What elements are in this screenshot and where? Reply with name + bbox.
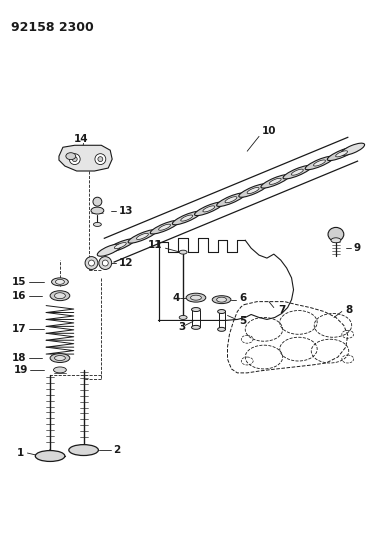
Text: 11: 11 <box>148 240 163 250</box>
Ellipse shape <box>35 450 65 462</box>
Circle shape <box>93 197 102 206</box>
Ellipse shape <box>186 293 206 302</box>
Ellipse shape <box>218 310 225 313</box>
Text: 16: 16 <box>12 290 26 301</box>
Ellipse shape <box>212 296 231 304</box>
Ellipse shape <box>291 169 303 175</box>
Ellipse shape <box>54 293 65 298</box>
Text: 5: 5 <box>239 317 247 326</box>
Polygon shape <box>59 146 112 171</box>
Text: 18: 18 <box>12 353 26 363</box>
Ellipse shape <box>269 179 281 184</box>
Text: 17: 17 <box>12 325 26 334</box>
Text: 9: 9 <box>354 243 361 253</box>
Ellipse shape <box>203 206 215 212</box>
Ellipse shape <box>328 228 344 241</box>
Ellipse shape <box>52 278 68 286</box>
Ellipse shape <box>114 243 126 248</box>
Ellipse shape <box>97 244 121 256</box>
Ellipse shape <box>331 238 341 243</box>
Ellipse shape <box>336 151 347 157</box>
Text: 1: 1 <box>17 448 24 458</box>
Ellipse shape <box>50 353 70 362</box>
Ellipse shape <box>54 356 65 360</box>
Ellipse shape <box>54 367 66 373</box>
Ellipse shape <box>69 445 98 456</box>
Text: 8: 8 <box>346 304 353 314</box>
Text: 7: 7 <box>279 304 286 314</box>
Ellipse shape <box>261 175 290 188</box>
Text: 10: 10 <box>262 126 276 136</box>
Text: 4: 4 <box>172 293 179 303</box>
Ellipse shape <box>56 279 64 284</box>
Text: 3: 3 <box>178 322 185 333</box>
Circle shape <box>102 260 108 266</box>
Ellipse shape <box>66 152 76 159</box>
Ellipse shape <box>247 188 259 193</box>
Ellipse shape <box>327 147 356 160</box>
Ellipse shape <box>195 202 223 216</box>
Circle shape <box>95 154 106 165</box>
Ellipse shape <box>341 143 365 155</box>
Circle shape <box>85 256 98 270</box>
Ellipse shape <box>181 215 193 221</box>
Ellipse shape <box>225 197 237 203</box>
Ellipse shape <box>173 211 201 225</box>
Circle shape <box>98 157 103 161</box>
Text: 12: 12 <box>119 258 134 268</box>
Ellipse shape <box>150 221 179 234</box>
Text: 6: 6 <box>239 293 247 303</box>
Ellipse shape <box>191 308 200 311</box>
Text: 14: 14 <box>74 134 88 144</box>
Text: 15: 15 <box>12 277 26 287</box>
Circle shape <box>69 154 80 165</box>
Text: 19: 19 <box>14 365 29 375</box>
Circle shape <box>88 260 95 266</box>
Text: 13: 13 <box>119 206 134 215</box>
Circle shape <box>72 157 77 161</box>
Ellipse shape <box>313 160 325 166</box>
Ellipse shape <box>179 250 187 254</box>
Ellipse shape <box>239 184 267 197</box>
Ellipse shape <box>217 297 227 302</box>
Ellipse shape <box>305 156 334 169</box>
Ellipse shape <box>91 207 104 214</box>
Ellipse shape <box>191 295 201 300</box>
Ellipse shape <box>93 222 102 227</box>
Ellipse shape <box>159 224 171 230</box>
Circle shape <box>99 256 112 270</box>
Ellipse shape <box>137 233 148 239</box>
Ellipse shape <box>179 316 187 319</box>
Ellipse shape <box>217 193 245 206</box>
Ellipse shape <box>218 327 225 332</box>
Text: 2: 2 <box>113 445 120 455</box>
Ellipse shape <box>50 290 70 301</box>
Ellipse shape <box>106 239 135 252</box>
Ellipse shape <box>128 230 157 243</box>
Ellipse shape <box>191 325 200 329</box>
Ellipse shape <box>283 165 312 179</box>
Text: 92158 2300: 92158 2300 <box>11 21 93 34</box>
